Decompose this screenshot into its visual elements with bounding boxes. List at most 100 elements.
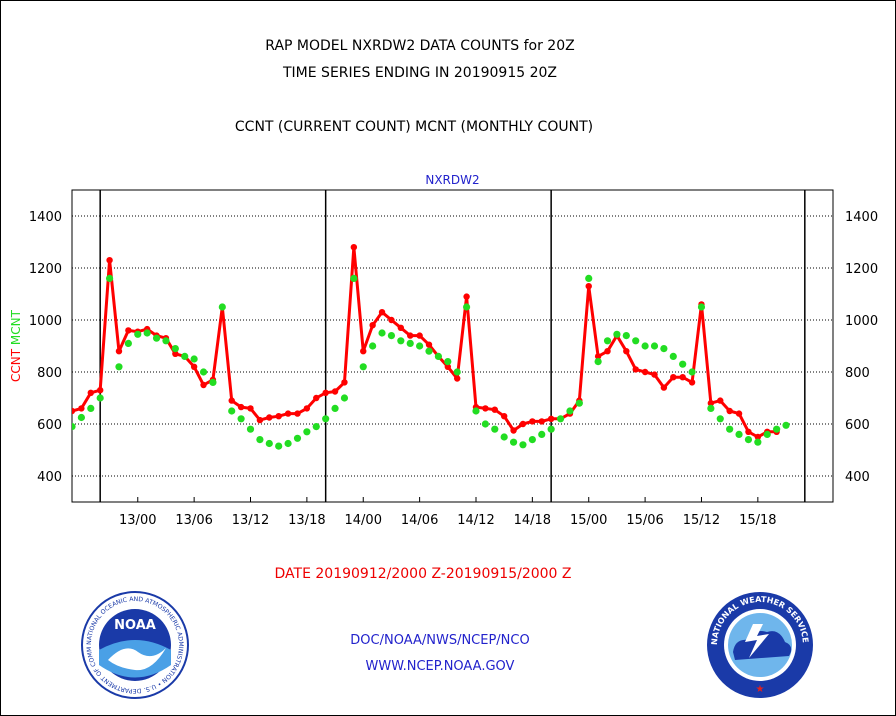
data-point-ccnt bbox=[529, 418, 536, 425]
x-tick-label: 13/18 bbox=[288, 513, 325, 528]
data-point-mcnt bbox=[481, 420, 489, 428]
data-point-ccnt bbox=[500, 413, 508, 420]
y-tick-label-right: 600 bbox=[845, 418, 870, 433]
svg-text:NOAA: NOAA bbox=[114, 618, 156, 633]
data-point-mcnt bbox=[462, 303, 471, 311]
y-tick-label-right: 1400 bbox=[845, 210, 878, 225]
data-point-mcnt bbox=[378, 329, 386, 337]
y-tick-label-right: 1000 bbox=[845, 314, 878, 329]
data-point-ccnt bbox=[670, 374, 677, 381]
data-point-mcnt bbox=[773, 425, 781, 433]
data-point-mcnt bbox=[754, 438, 762, 446]
data-point-mcnt bbox=[406, 339, 414, 347]
data-point-mcnt bbox=[538, 430, 546, 438]
data-point-ccnt bbox=[444, 363, 452, 370]
chart-title-line-1: RAP MODEL NXRDW2 DATA COUNTS for 20Z bbox=[265, 38, 575, 54]
url-link[interactable]: WWW.NCEP.NOAA.GOV bbox=[365, 659, 515, 674]
data-point-mcnt bbox=[171, 345, 179, 353]
data-point-ccnt bbox=[519, 420, 527, 428]
data-point-mcnt bbox=[369, 342, 377, 350]
x-tick-label: 14/00 bbox=[345, 513, 382, 528]
data-point-mcnt bbox=[115, 363, 123, 371]
data-point-mcnt bbox=[87, 404, 95, 412]
data-point-ccnt bbox=[623, 348, 630, 355]
data-point-mcnt bbox=[331, 404, 339, 412]
x-tick-label: 14/12 bbox=[457, 513, 494, 528]
org-label: DOC/NOAA/NWS/NCEP/NCO bbox=[350, 633, 530, 648]
data-point-mcnt bbox=[124, 339, 132, 347]
data-point-mcnt bbox=[622, 332, 630, 340]
data-point-ccnt bbox=[256, 416, 264, 424]
data-point-ccnt bbox=[538, 418, 545, 425]
data-point-ccnt bbox=[707, 400, 715, 407]
x-tick-label: 15/00 bbox=[570, 513, 607, 528]
data-point-mcnt bbox=[312, 423, 320, 431]
data-point-ccnt bbox=[651, 371, 658, 378]
data-point-mcnt bbox=[162, 337, 170, 345]
chart-title-line-3: CCNT (CURRENT COUNT) MCNT (MONTHLY COUNT… bbox=[234, 119, 594, 135]
data-point-mcnt bbox=[726, 425, 734, 433]
data-point-mcnt bbox=[256, 436, 264, 444]
data-point-mcnt bbox=[228, 407, 236, 415]
data-point-mcnt bbox=[716, 415, 724, 423]
data-point-mcnt bbox=[105, 274, 114, 282]
data-point-ccnt bbox=[547, 415, 555, 422]
data-point-ccnt bbox=[96, 387, 104, 394]
data-point-ccnt bbox=[632, 366, 639, 373]
data-point-mcnt bbox=[594, 358, 602, 366]
data-point-mcnt bbox=[660, 345, 668, 353]
data-point-ccnt bbox=[106, 257, 113, 264]
data-point-ccnt bbox=[237, 403, 245, 411]
data-point-mcnt bbox=[96, 394, 104, 402]
data-point-ccnt bbox=[115, 348, 123, 355]
x-tick-label: 13/12 bbox=[232, 513, 269, 528]
data-point-mcnt bbox=[566, 407, 574, 415]
y-tick-label-left: 400 bbox=[37, 470, 62, 485]
x-tick-label: 13/06 bbox=[175, 513, 212, 528]
series-line-ccnt bbox=[72, 245, 777, 439]
data-point-mcnt bbox=[246, 425, 255, 433]
data-point-mcnt bbox=[293, 434, 302, 442]
data-point-ccnt bbox=[754, 433, 762, 441]
data-point-ccnt bbox=[360, 348, 367, 355]
data-point-mcnt bbox=[744, 436, 753, 444]
data-point-ccnt bbox=[407, 332, 414, 339]
data-point-ccnt bbox=[397, 324, 405, 331]
y-tick-label-left: 800 bbox=[37, 366, 62, 381]
data-point-ccnt bbox=[87, 389, 94, 396]
data-point-ccnt bbox=[453, 375, 461, 382]
data-point-mcnt bbox=[340, 394, 349, 402]
data-point-ccnt bbox=[350, 244, 358, 251]
data-point-mcnt bbox=[181, 352, 189, 360]
data-point-mcnt bbox=[444, 358, 452, 366]
data-point-mcnt bbox=[303, 428, 311, 436]
data-point-mcnt bbox=[782, 421, 790, 429]
chart-title-line-2: TIME SERIES ENDING IN 20190915 20Z bbox=[283, 65, 557, 81]
data-point-mcnt bbox=[284, 439, 292, 448]
y-tick-label-left: 1400 bbox=[29, 210, 62, 225]
data-point-mcnt bbox=[199, 368, 208, 376]
x-tick-label: 14/06 bbox=[401, 513, 438, 528]
data-point-mcnt bbox=[491, 425, 499, 433]
y-tick-label-left: 1200 bbox=[29, 262, 62, 277]
data-point-ccnt bbox=[585, 283, 592, 290]
data-point-mcnt bbox=[688, 368, 696, 376]
svg-text:★: ★ bbox=[756, 684, 765, 695]
nws-logo: NATIONAL WEATHER SERVICE ★ bbox=[707, 592, 813, 698]
data-point-mcnt bbox=[190, 355, 198, 363]
noaa-logo: NOAA NATIONAL OCEANIC AND ATMOSPHERIC AD… bbox=[80, 590, 189, 699]
data-point-ccnt bbox=[679, 374, 686, 381]
data-point-mcnt bbox=[237, 415, 245, 423]
data-point-mcnt bbox=[152, 334, 161, 342]
data-point-ccnt bbox=[735, 410, 743, 417]
data-point-ccnt bbox=[78, 405, 85, 412]
data-point-ccnt bbox=[369, 322, 376, 329]
data-point-mcnt bbox=[387, 332, 396, 340]
data-point-ccnt bbox=[604, 348, 611, 355]
x-tick-label: 13/00 bbox=[119, 513, 156, 528]
series-mcnt bbox=[72, 274, 790, 450]
data-point-ccnt bbox=[228, 397, 235, 404]
data-point-ccnt bbox=[510, 427, 517, 434]
y-tick-label-right: 800 bbox=[845, 366, 870, 381]
data-point-mcnt bbox=[472, 407, 480, 415]
